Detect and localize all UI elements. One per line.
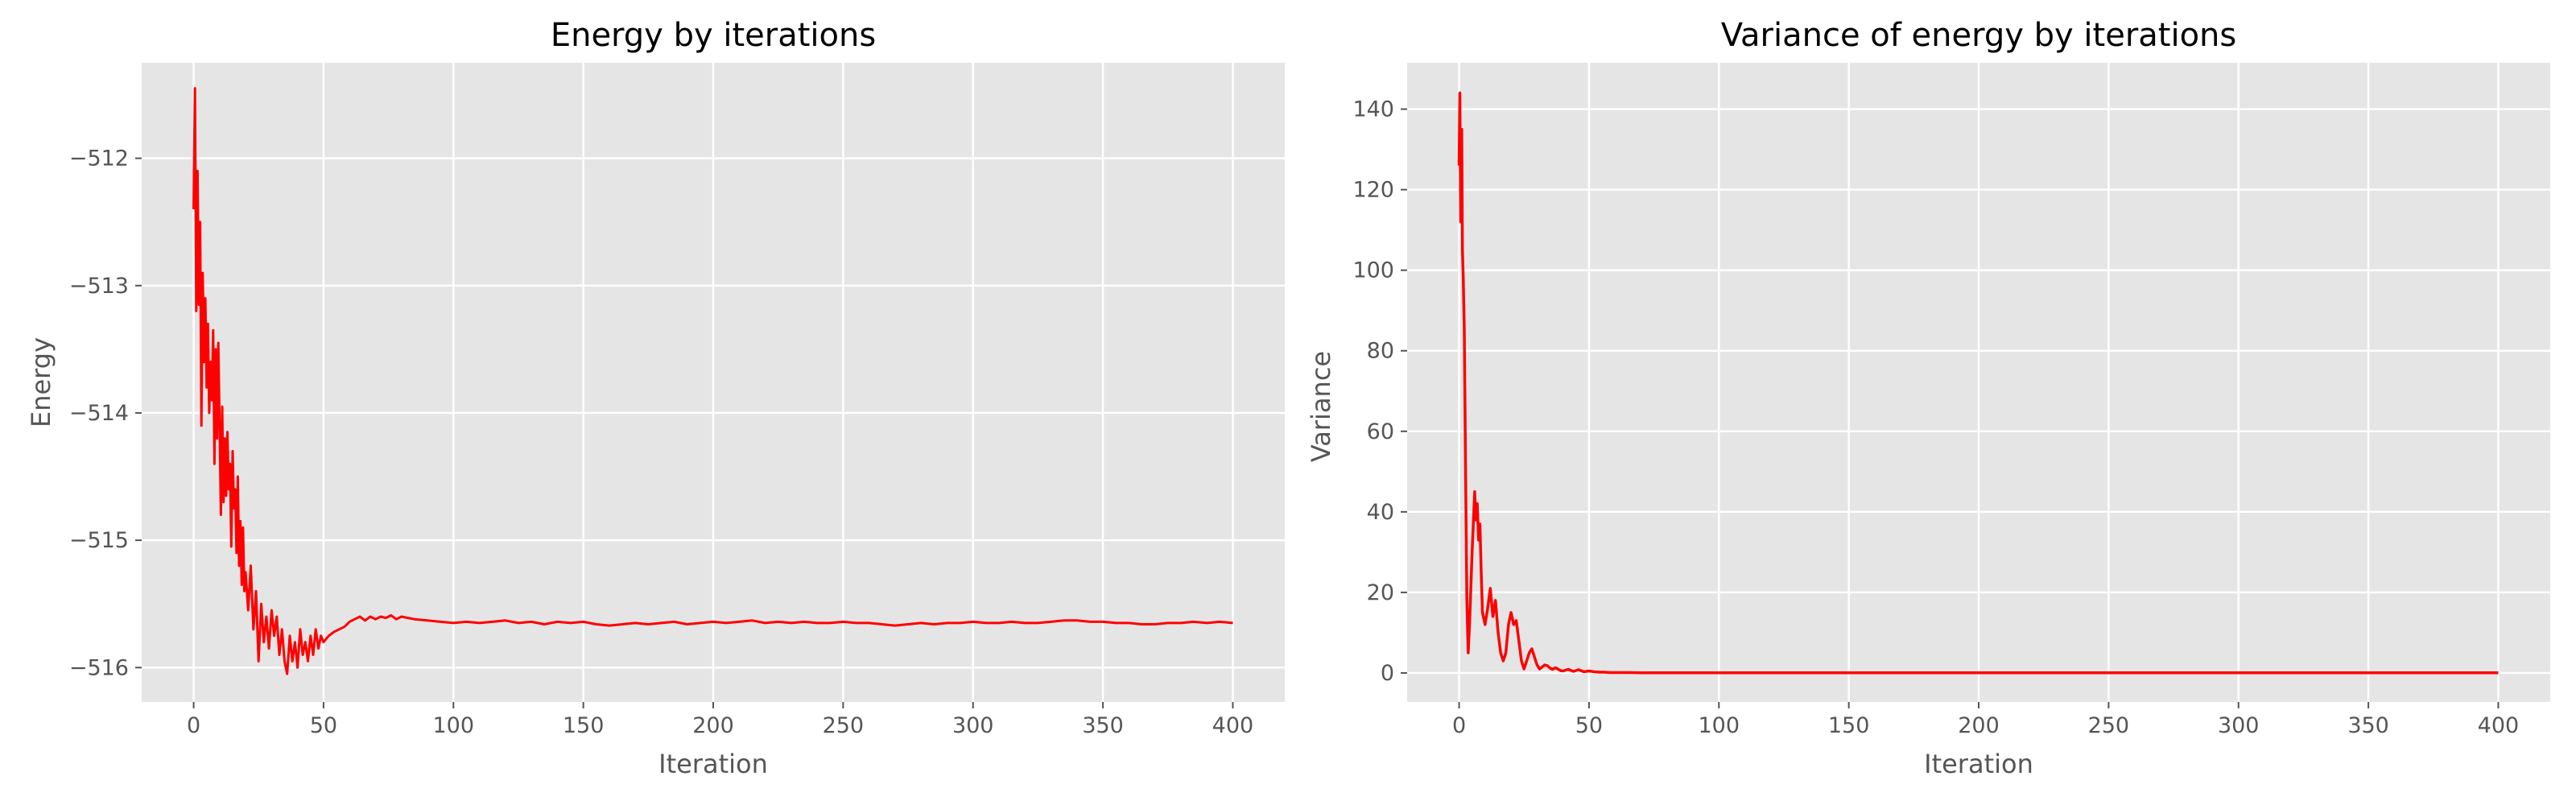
- variance-x-tick-label: 200: [1958, 713, 2000, 738]
- variance-x-tick-label: 400: [2478, 713, 2520, 738]
- energy-x-tick-label: 50: [310, 713, 337, 738]
- energy-y-tick-label: −515: [69, 528, 129, 553]
- variance-x-tick-label: 150: [1828, 713, 1870, 738]
- energy-x-tick-label: 0: [187, 713, 200, 738]
- energy-gridlines: [142, 63, 1285, 702]
- energy-panel: 0 50 100 150 200 250 300 350 400 −516−515−514−51…: [26, 17, 1285, 779]
- variance-y-tick-label: 20: [1367, 580, 1394, 605]
- energy-y-tick-label: −513: [69, 274, 129, 299]
- energy-x-tick-label: 300: [952, 713, 994, 738]
- energy-chart-title: Energy by iterations: [551, 17, 876, 54]
- energy-x-tick-label: 350: [1082, 713, 1124, 738]
- energy-xticks: 0 50 100 150 200 250 300 350 400: [187, 702, 1253, 738]
- variance-y-tick-label: 100: [1352, 258, 1394, 283]
- variance-chart-title: Variance of energy by iterations: [1721, 17, 2236, 54]
- energy-x-tick-label: 400: [1212, 713, 1254, 738]
- variance-y-tick-label: 80: [1367, 339, 1394, 364]
- variance-y-tick-label: 140: [1352, 97, 1394, 122]
- energy-y-tick-label: −512: [69, 147, 129, 171]
- variance-yticks: 0 20 40 60 80 100 120 140: [1352, 97, 1407, 686]
- energy-y-tick-label: −516: [69, 655, 129, 680]
- variance-y-tick-label: 60: [1367, 419, 1394, 444]
- energy-x-tick-label: 200: [692, 713, 734, 738]
- variance-x-tick-label: 250: [2088, 713, 2130, 738]
- energy-x-tick-label: 150: [563, 713, 605, 738]
- energy-y-tick-label: −514: [69, 401, 129, 426]
- variance-x-tick-label: 300: [2218, 713, 2260, 738]
- variance-y-tick-label: 40: [1367, 500, 1394, 525]
- variance-x-tick-label: 100: [1698, 713, 1740, 738]
- energy-x-axis-label: Iteration: [658, 749, 768, 779]
- energy-yticks: −516 −515 −514 −513 −512: [69, 147, 142, 680]
- energy-x-tick-label: 100: [432, 713, 474, 738]
- variance-panel: 0 50 100 150 200 250 300 350 400 0 20 40 60 80 100 120…: [1306, 17, 2550, 779]
- variance-y-tick-label: 0: [1381, 661, 1394, 686]
- variance-x-tick-label: 350: [2347, 713, 2389, 738]
- energy-series-line: [192, 87, 1233, 675]
- variance-y-tick-label: 120: [1352, 178, 1394, 203]
- variance-x-tick-label: 50: [1575, 713, 1603, 738]
- variance-x-axis-label: Iteration: [1924, 749, 2033, 779]
- variance-y-axis-label: Variance: [1306, 351, 1336, 462]
- energy-x-tick-label: 250: [823, 713, 865, 738]
- variance-x-tick-label: 0: [1452, 713, 1466, 738]
- energy-y-axis-label: Energy: [26, 337, 56, 427]
- variance-series-line: [1457, 91, 2499, 675]
- variance-xticks: 0 50 100 150 200 250 300 350 400: [1452, 702, 2519, 738]
